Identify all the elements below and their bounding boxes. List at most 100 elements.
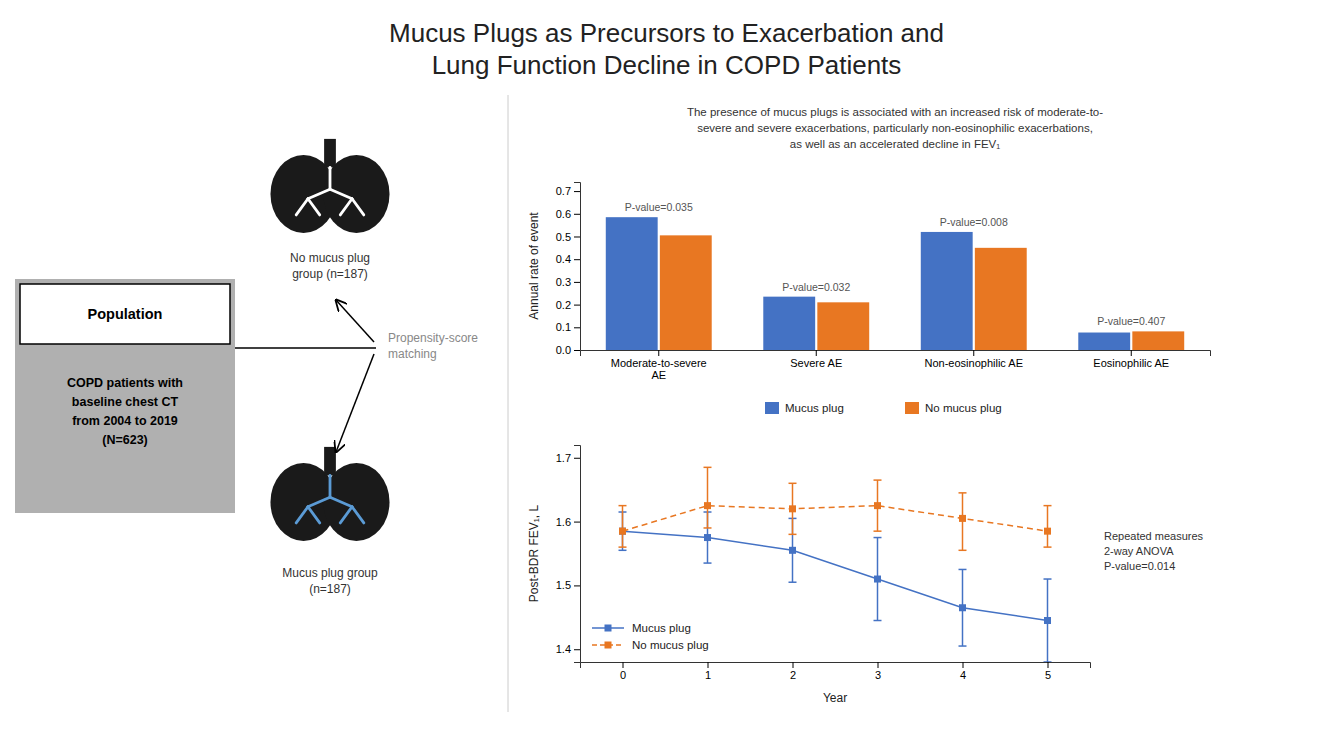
tick: 0.2	[556, 299, 580, 311]
tick-label: Eosinophilic AE	[1093, 357, 1169, 369]
error-cap	[619, 505, 627, 507]
error-bar	[874, 538, 882, 621]
error-bar	[1044, 579, 1052, 662]
tick-label: 4	[960, 669, 966, 681]
tick-mark	[816, 350, 817, 356]
tick-label: 5	[1045, 669, 1051, 681]
population-text: COPD patients withbaseline chest CTfrom …	[67, 376, 183, 447]
text-line: AE	[651, 369, 666, 381]
tick-label: 3	[875, 669, 881, 681]
tick-mark	[574, 191, 580, 192]
legend-item: No mucus plug	[905, 402, 1002, 414]
text-line: group (n=187)	[292, 267, 368, 281]
error-bar	[704, 467, 712, 528]
tick: Eosinophilic AE	[1093, 350, 1169, 369]
point	[959, 515, 966, 522]
legend-label: No mucus plug	[925, 402, 1002, 414]
text-line: (N=623)	[102, 433, 148, 447]
tick-mark	[574, 282, 580, 283]
legend-swatch	[765, 402, 779, 414]
text-line: severe and severe exacerbations, particu…	[697, 122, 1093, 134]
error-bar	[1044, 506, 1052, 547]
text-line: Moderate-to-severe	[611, 357, 707, 369]
p-value: P-value=0.008	[940, 216, 1008, 228]
tick-mark	[574, 214, 580, 215]
tick-label: Non-eosinophilic AE	[925, 357, 1023, 369]
tick: Non-eosinophilic AE	[925, 350, 1023, 369]
airway	[340, 199, 352, 215]
airway	[296, 507, 308, 523]
text-line: Propensity-score	[388, 331, 478, 345]
plot-area	[606, 217, 1184, 350]
legend-marker	[605, 642, 612, 649]
legend: Mucus plug No mucus plug	[765, 402, 1002, 414]
p-value: P-value=0.035	[625, 201, 693, 213]
error-cap	[1044, 505, 1052, 507]
y-axis: 0.00.10.20.30.40.50.60.7	[556, 183, 581, 357]
text-line: Mucus plug group	[282, 566, 378, 580]
bar	[975, 248, 1027, 350]
tick-mark	[574, 327, 580, 328]
tick: 0.6	[556, 208, 580, 220]
text-line: COPD patients with	[67, 376, 183, 390]
tick-mark	[708, 662, 709, 668]
airway	[352, 507, 364, 523]
axis-line	[581, 351, 1211, 357]
tick-label: 1.4	[556, 643, 571, 655]
text-line: (n=187)	[309, 582, 351, 596]
tick-mark	[574, 649, 580, 650]
axis-line	[574, 446, 581, 663]
series-line	[623, 531, 1048, 620]
airway	[329, 475, 332, 497]
point	[789, 547, 796, 554]
error-cap	[1044, 661, 1052, 662]
tick-label: 0	[620, 669, 626, 681]
bar	[1132, 331, 1184, 350]
error-cap	[874, 620, 882, 622]
tick-mark	[1048, 662, 1049, 668]
bar	[660, 235, 712, 350]
airway	[330, 189, 352, 199]
error-cap	[959, 550, 967, 552]
tick-label: 0.4	[556, 253, 571, 265]
p-value: P-value=0.032	[782, 281, 850, 293]
tick: 2	[790, 662, 796, 681]
tick-label: 0.0	[556, 344, 571, 356]
text-line: No mucus plug	[290, 251, 370, 265]
tick-mark	[973, 350, 974, 356]
error-cap	[619, 546, 627, 548]
connector	[235, 347, 376, 349]
tick: 3	[875, 662, 881, 681]
text-line: matching	[388, 347, 437, 361]
y-axis-title: Post-BDR FEV₁, L	[527, 504, 541, 602]
tick-mark	[793, 662, 794, 668]
airway	[308, 189, 330, 199]
tick-label: Moderate-to-severeAE	[611, 357, 707, 382]
tick: Severe AE	[790, 350, 842, 369]
tick-mark	[658, 350, 659, 356]
error-cap	[959, 492, 967, 494]
error-stem	[1047, 506, 1049, 547]
airway	[352, 199, 364, 215]
tick-mark	[574, 305, 580, 306]
point	[704, 534, 711, 541]
tick: 1.5	[556, 579, 580, 591]
tick-label: 1.7	[556, 452, 571, 464]
group-label: Mucus plug group (n=187)	[282, 566, 378, 596]
airway	[330, 497, 352, 507]
error-cap	[874, 530, 882, 532]
point	[959, 604, 966, 611]
error-cap	[704, 467, 712, 469]
text-line: Non-eosinophilic AE	[925, 357, 1023, 369]
airway	[329, 167, 332, 189]
legend-item: Mucus plug	[765, 402, 844, 414]
tick: 0.7	[556, 185, 580, 197]
tick-label: 0.7	[556, 185, 571, 197]
tick-label: 0.3	[556, 276, 571, 288]
bar	[921, 232, 973, 350]
error-cap	[1044, 578, 1052, 580]
tick-mark	[623, 662, 624, 668]
axis-line	[574, 183, 581, 351]
error-cap	[1044, 546, 1052, 548]
error-cap	[874, 537, 882, 539]
